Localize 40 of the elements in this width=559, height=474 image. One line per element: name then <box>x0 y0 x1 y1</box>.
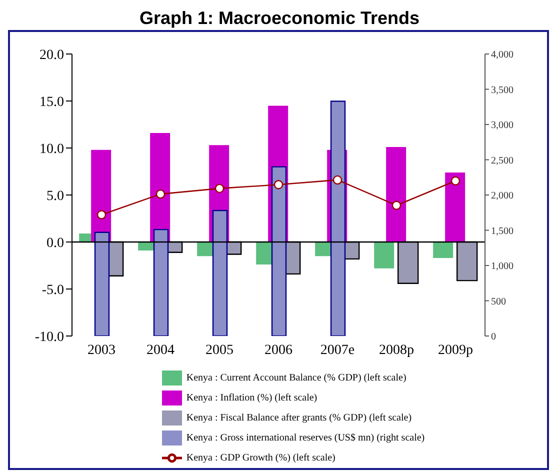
point <box>274 180 284 190</box>
y2-tick-label: 0 <box>491 332 496 343</box>
y2-tick-label: 4,000 <box>491 50 514 61</box>
legend-label: Kenya : GDP Growth (%) (left scale) <box>186 452 336 464</box>
y2-tick-label: 500 <box>491 296 506 308</box>
y2-tick-label: 2,000 <box>491 190 514 202</box>
x-tick-label: 2004 <box>146 342 174 358</box>
y-tick-label: 0.0 <box>46 236 64 251</box>
y-tick-label: -5.0 <box>42 282 64 298</box>
y2-tick-label: 3,500 <box>491 84 514 96</box>
point <box>450 176 460 186</box>
y-tick-label: 20.0 <box>40 48 64 63</box>
y2-tick-label: 2,500 <box>491 155 514 166</box>
point <box>156 189 166 199</box>
y-tick-label: 10.0 <box>40 142 64 157</box>
x-tick-label: 2003 <box>88 342 116 358</box>
legend-label: Kenya : Current Account Balance (% GDP) (left scale) <box>186 372 406 384</box>
x-tick-label: 2009p <box>438 342 473 358</box>
y-tick-label: 15.0 <box>40 94 64 110</box>
legend-label: Kenya : Inflation (%) (left scale) <box>186 392 318 404</box>
y2-tick-label: 3,000 <box>491 120 514 132</box>
y-tick-label: 5.0 <box>46 188 64 204</box>
x-tick-label: 2008p <box>379 342 414 358</box>
bar <box>386 147 406 242</box>
x-tick-label: 2006 <box>264 342 292 358</box>
legend-label: Kenya : Fiscal Balance after grants (% GDP) (left scale) <box>186 412 412 424</box>
y-tick-label: -10.0 <box>34 330 64 345</box>
legend-label: Kenya : Gross international reserves (US$ mn) (right scale) <box>186 432 425 444</box>
point <box>96 210 106 220</box>
chart-title: Graph 1: Macroeconomic Trends <box>138 8 421 30</box>
x-tick-label: 2007e <box>320 342 355 358</box>
x-tick-label: 2005 <box>206 342 234 358</box>
bar <box>374 242 394 268</box>
y2-tick-label: 1,000 <box>491 261 514 272</box>
y2-tick-label: 1,500 <box>491 226 514 237</box>
point <box>214 184 224 194</box>
bar <box>433 242 454 258</box>
point <box>332 175 342 185</box>
bar <box>445 172 466 242</box>
point <box>392 200 402 210</box>
